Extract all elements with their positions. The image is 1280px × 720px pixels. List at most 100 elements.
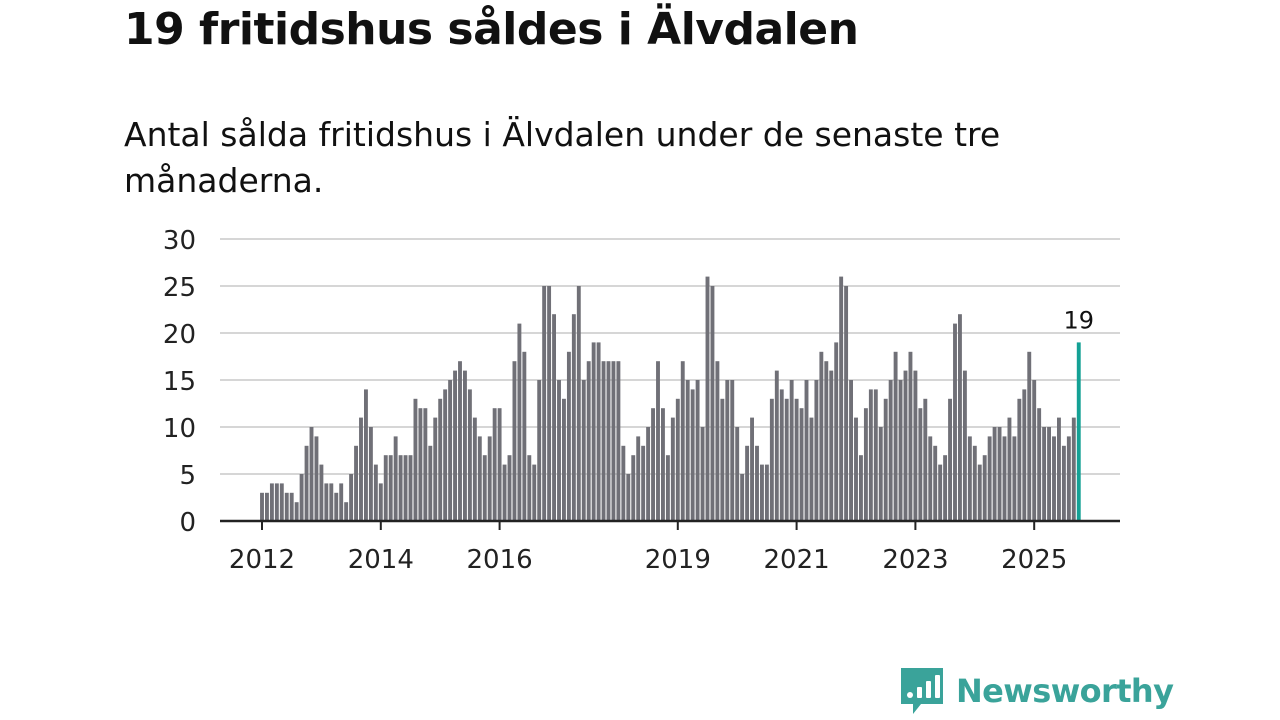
y-tick-label: 5 xyxy=(179,461,196,491)
newsworthy-logo[interactable]: Newsworthy xyxy=(901,668,1174,714)
x-tick-label: 2023 xyxy=(882,545,948,575)
bar xyxy=(576,286,581,521)
bar xyxy=(715,361,720,521)
bar xyxy=(319,464,324,521)
bar xyxy=(443,389,448,521)
bar xyxy=(789,380,794,521)
y-tick-label: 30 xyxy=(163,226,196,256)
bar xyxy=(908,351,913,521)
bar xyxy=(730,380,735,521)
bar xyxy=(408,455,413,521)
bar xyxy=(933,445,938,521)
bar xyxy=(279,483,284,521)
bar xyxy=(1017,398,1022,521)
bar xyxy=(844,286,849,521)
bar xyxy=(517,323,522,521)
bar xyxy=(992,427,997,521)
bar xyxy=(398,455,403,521)
bar xyxy=(453,370,457,521)
bar xyxy=(339,483,344,521)
bar xyxy=(690,389,695,521)
bar xyxy=(878,427,883,521)
bar xyxy=(700,427,705,521)
bar xyxy=(552,314,556,521)
bar xyxy=(472,417,477,521)
bar xyxy=(1012,436,1017,521)
bar xyxy=(735,427,740,521)
bar xyxy=(675,398,680,521)
bar xyxy=(987,436,992,521)
bar xyxy=(923,398,928,521)
bar xyxy=(670,417,675,521)
bar xyxy=(997,427,1002,521)
bar xyxy=(621,445,626,521)
y-tick-label: 25 xyxy=(163,273,196,303)
bar xyxy=(863,408,868,521)
bar xyxy=(725,380,730,521)
bar xyxy=(873,389,878,521)
bar xyxy=(750,417,754,521)
gridlines xyxy=(220,238,1120,475)
bar xyxy=(814,380,819,521)
bar xyxy=(982,455,987,521)
bar xyxy=(1032,380,1037,521)
bar xyxy=(760,464,764,521)
bar xyxy=(522,351,527,521)
bar xyxy=(745,445,750,521)
bar xyxy=(958,314,962,521)
bar xyxy=(829,370,834,521)
bar xyxy=(284,492,289,521)
bar xyxy=(680,361,685,521)
bar xyxy=(373,464,378,521)
bar xyxy=(839,276,844,521)
bar xyxy=(458,361,462,521)
bar xyxy=(1022,389,1027,521)
bar xyxy=(304,445,309,521)
bar xyxy=(562,398,566,521)
bar xyxy=(1002,436,1007,521)
bar xyxy=(359,417,363,521)
bar xyxy=(1042,427,1047,521)
bar xyxy=(794,398,799,521)
bar xyxy=(888,380,893,521)
chart-title: 19 fritidshus såldes i Älvdalen xyxy=(124,4,859,55)
bar xyxy=(354,445,358,521)
x-tick-label: 2016 xyxy=(467,545,533,575)
bar xyxy=(1066,436,1071,521)
bar xyxy=(542,286,547,521)
newsworthy-logo-icon xyxy=(901,668,943,714)
bar xyxy=(1057,417,1061,521)
bar xyxy=(438,398,443,521)
bar xyxy=(972,445,977,521)
bar xyxy=(463,370,467,521)
x-tick-label: 2012 xyxy=(229,545,295,575)
bar xyxy=(433,417,438,521)
bar xyxy=(695,380,700,521)
bar xyxy=(953,323,957,521)
bar xyxy=(265,492,269,521)
bar xyxy=(685,380,690,521)
bar xyxy=(918,408,923,521)
bar xyxy=(1047,427,1051,521)
bar xyxy=(477,436,482,521)
y-tick-label: 15 xyxy=(163,367,196,397)
bar xyxy=(740,474,745,521)
bar xyxy=(388,455,393,521)
bar-latest xyxy=(1076,342,1081,521)
bar xyxy=(631,455,636,521)
bar xyxy=(418,408,423,521)
bar xyxy=(581,380,586,521)
bar xyxy=(859,455,863,521)
bar xyxy=(1052,436,1056,521)
bar xyxy=(448,380,453,521)
bar xyxy=(656,361,660,521)
bar xyxy=(324,483,329,521)
bar xyxy=(854,417,858,521)
bar xyxy=(274,483,279,521)
bar xyxy=(507,455,512,521)
bar xyxy=(527,455,532,521)
bar xyxy=(537,380,542,521)
bar xyxy=(314,436,319,521)
bar xyxy=(467,389,472,521)
